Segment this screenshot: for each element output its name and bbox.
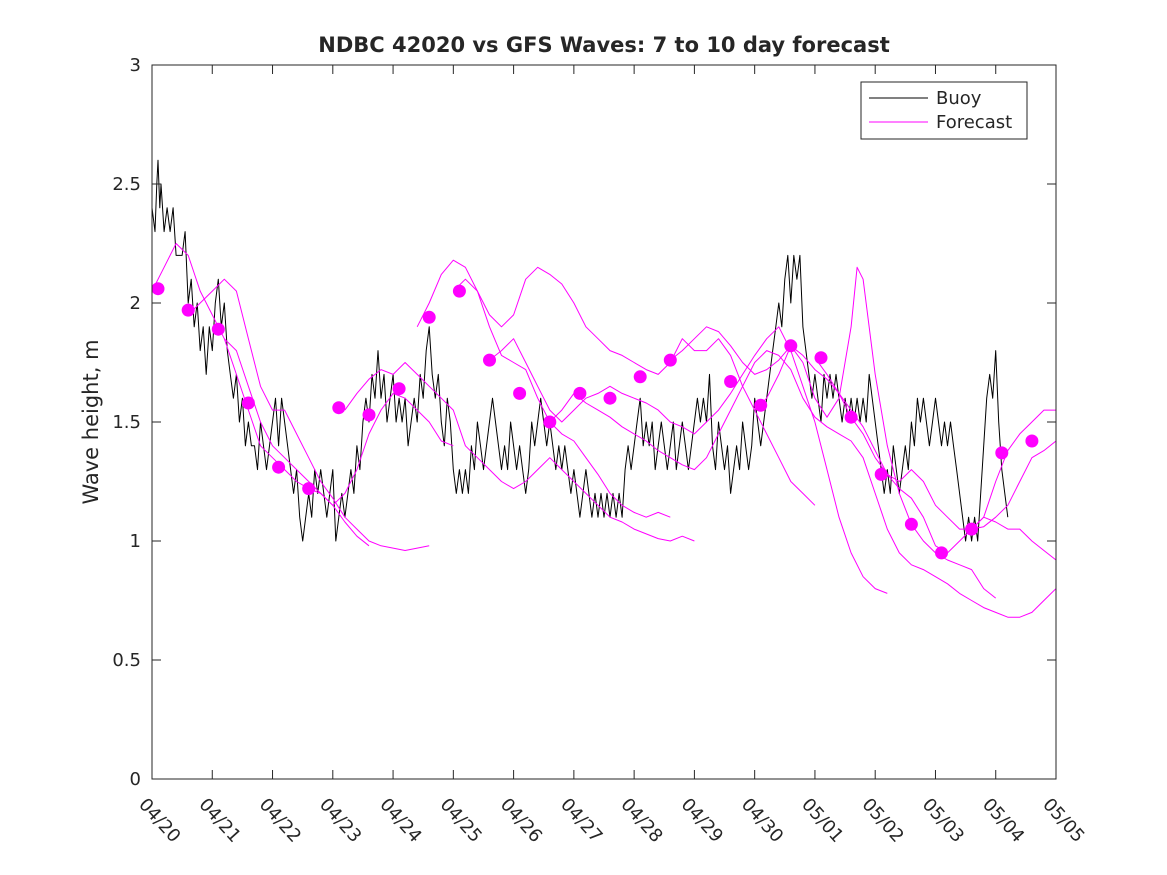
y-axis: 0 0.5 1 1.5 2 2.5 3 [112, 55, 1056, 790]
forecast-marker-0 [152, 282, 165, 296]
forecast-marker-9 [422, 310, 436, 324]
forecast-marker-25 [935, 546, 948, 560]
forecast-marker-5 [302, 482, 316, 496]
forecast-series-line-8 [549, 350, 1056, 618]
y-tick-label: 1.5 [112, 412, 141, 433]
y-tick-label: 3 [130, 55, 141, 76]
forecast-series-line-3 [223, 338, 454, 506]
forecast-marker-13 [543, 415, 557, 429]
forecast-marker-3 [241, 396, 255, 410]
forecast-series-line-2 [187, 278, 430, 551]
chart-title: NDBC 42020 vs GFS Waves: 7 to 10 day for… [318, 33, 889, 57]
forecast-marker-10 [452, 284, 466, 298]
y-tick-label: 2 [130, 293, 141, 314]
forecast-marker-20 [784, 339, 798, 353]
forecast-marker-28 [1025, 434, 1039, 448]
forecast-marker-8 [392, 382, 406, 396]
forecast-series-line-5 [416, 259, 671, 518]
legend-box [860, 81, 1028, 140]
y-tick-label: 2.5 [112, 174, 141, 195]
y-tick-label: 0 [130, 769, 141, 790]
forecast-marker-19 [754, 398, 768, 412]
plot-background [152, 65, 1056, 779]
forecast-marker-16 [633, 370, 647, 384]
forecast-marker-27 [995, 446, 1009, 460]
forecast-marker-7 [362, 408, 376, 422]
legend: Buoy Forecast [860, 81, 1028, 140]
forecast-marker-4 [272, 460, 286, 474]
y-axis-label: Wave height, m [79, 339, 103, 504]
forecast-marker-1 [181, 303, 195, 317]
forecast-marker-2 [211, 322, 225, 336]
forecast-marker-24 [904, 517, 918, 531]
series-layer [152, 159, 1056, 618]
forecast-marker-17 [663, 353, 677, 367]
forecast-marker-14 [573, 386, 587, 400]
legend-buoy-label: Buoy [936, 88, 982, 109]
buoy-series-line [152, 159, 1009, 542]
legend-forecast-label: Forecast [936, 112, 1012, 133]
y-tick-label: 1 [130, 531, 141, 552]
forecast-marker-21 [814, 351, 828, 365]
forecast-marker-6 [332, 401, 346, 415]
forecast-marker-11 [483, 353, 496, 367]
plot-area [151, 64, 1057, 780]
forecast-series-line-10 [754, 345, 1056, 554]
forecast-series-line-4 [344, 362, 695, 542]
forecast-marker-23 [874, 467, 888, 481]
forecast-marker-22 [844, 410, 858, 424]
y-tick-label: 0.5 [112, 650, 141, 671]
forecast-marker-15 [603, 391, 617, 405]
forecast-marker-18 [724, 375, 738, 388]
forecast-marker-12 [513, 386, 527, 400]
forecast-marker-26 [965, 522, 979, 536]
forecast-marker-layer [152, 282, 1039, 560]
forecast-series-line-12 [971, 409, 1056, 530]
